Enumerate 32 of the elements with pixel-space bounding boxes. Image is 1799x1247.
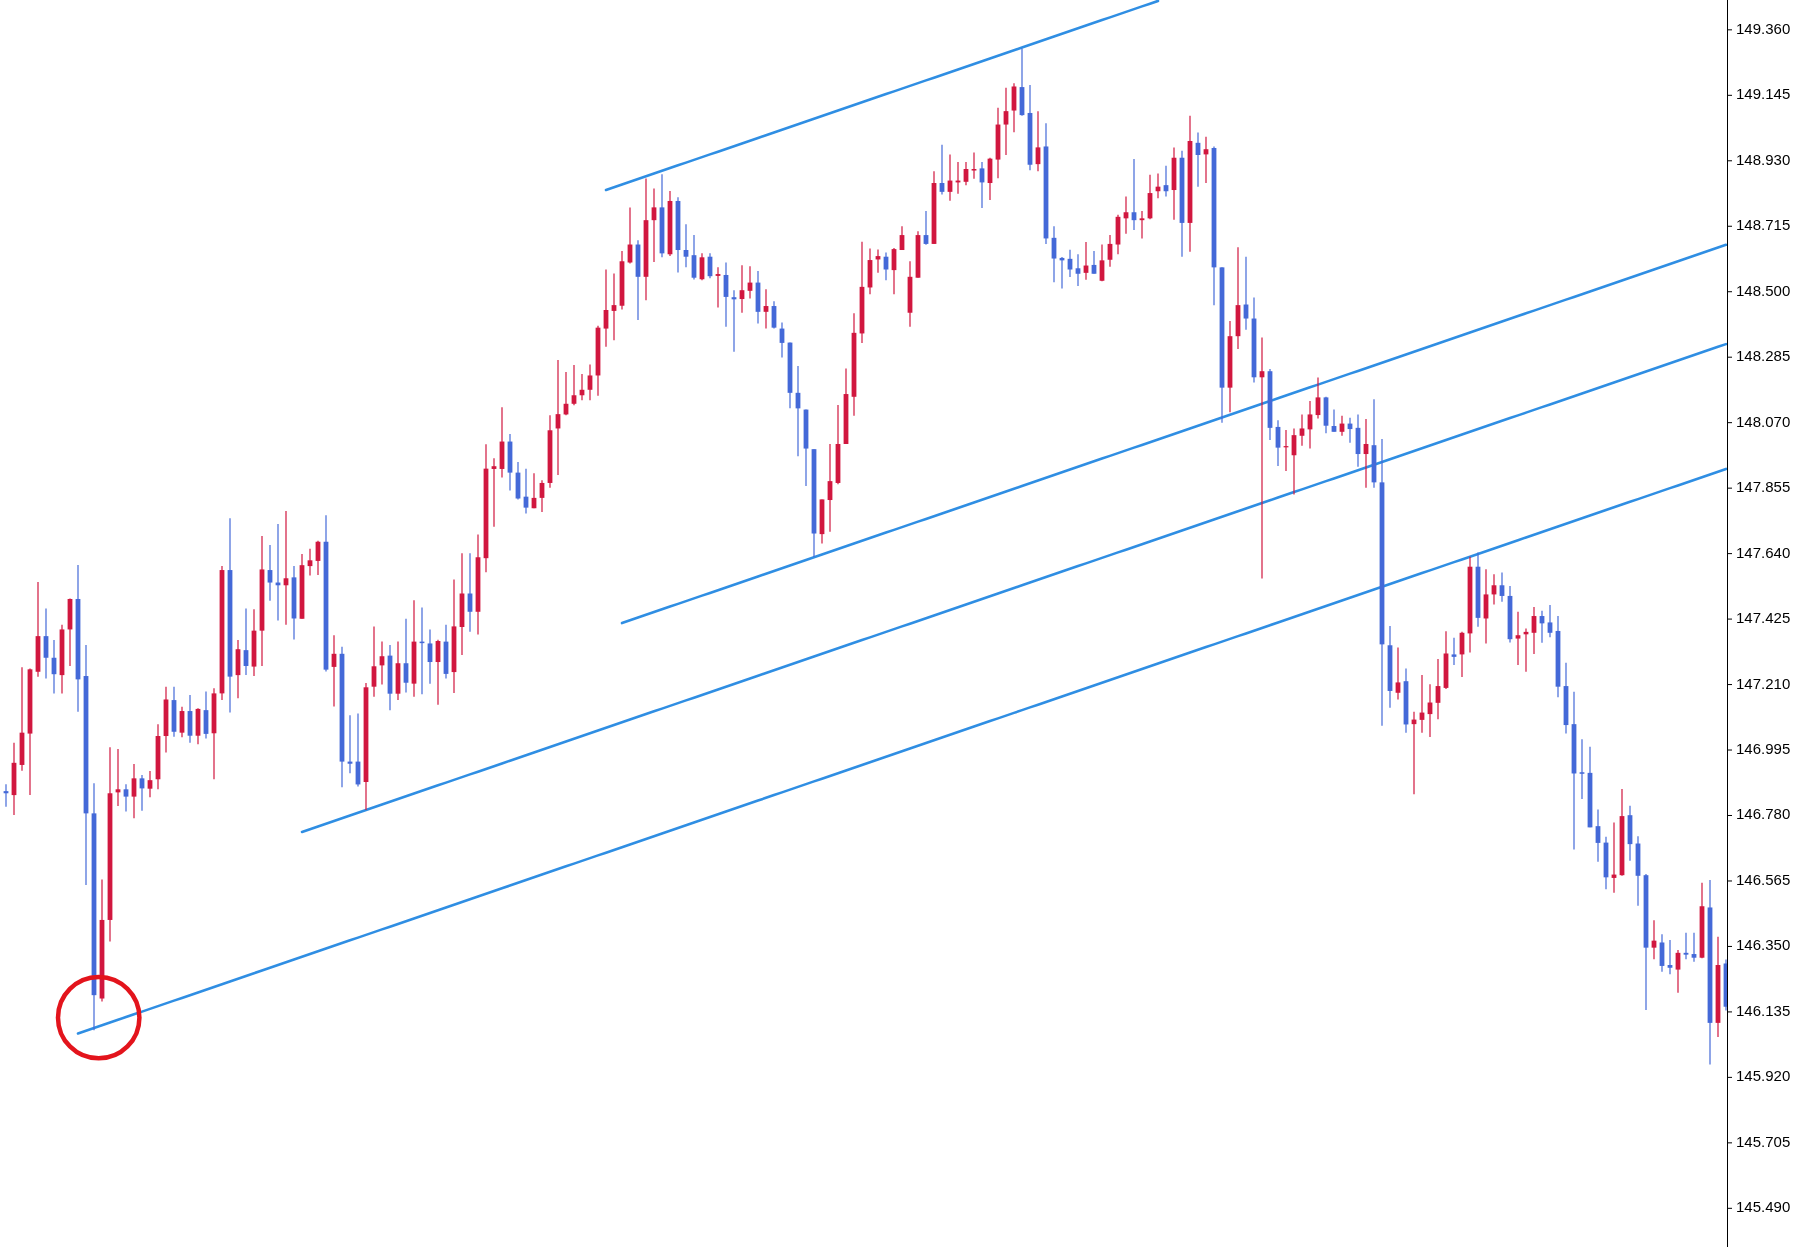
y-tick-label: 149.360 — [1736, 19, 1791, 37]
candlestick — [1579, 738, 1585, 800]
y-tick-label: 145.490 — [1736, 1198, 1791, 1216]
y-tick-label: 146.350 — [1736, 936, 1791, 954]
candlestick — [1515, 611, 1521, 666]
y-tick-label: 145.920 — [1736, 1067, 1791, 1085]
candlestick — [1667, 939, 1673, 975]
line-series — [604, 0, 1160, 192]
candlestick — [1451, 637, 1457, 666]
line-series — [620, 243, 1727, 625]
y-tick-label: 148.715 — [1736, 216, 1791, 234]
candlestick — [1299, 413, 1305, 447]
y-tick-label: 147.855 — [1736, 478, 1791, 496]
candlestick — [491, 457, 497, 528]
y-tick-label: 146.565 — [1736, 870, 1791, 888]
y-tick-label: 146.135 — [1736, 1001, 1791, 1019]
y-tick-label: 148.500 — [1736, 281, 1791, 299]
y-tick-label: 147.210 — [1736, 674, 1791, 692]
candlestick — [123, 783, 129, 813]
candlestick — [1075, 253, 1081, 287]
candlestick — [971, 151, 977, 180]
y-tick-label: 148.070 — [1736, 412, 1791, 430]
y-tick-label: 149.145 — [1736, 85, 1791, 103]
y-tick-label: 148.285 — [1736, 347, 1791, 365]
y-tick-label: 145.705 — [1736, 1132, 1791, 1150]
y-tick-label: 147.425 — [1736, 609, 1791, 627]
y-tick-label: 146.995 — [1736, 740, 1791, 757]
y-tick-label: 146.780 — [1736, 805, 1791, 823]
line-series — [76, 467, 1727, 1035]
y-tick-label: 147.640 — [1736, 543, 1791, 561]
y-tick-label: 148.930 — [1736, 150, 1791, 168]
line-series — [300, 342, 1727, 834]
